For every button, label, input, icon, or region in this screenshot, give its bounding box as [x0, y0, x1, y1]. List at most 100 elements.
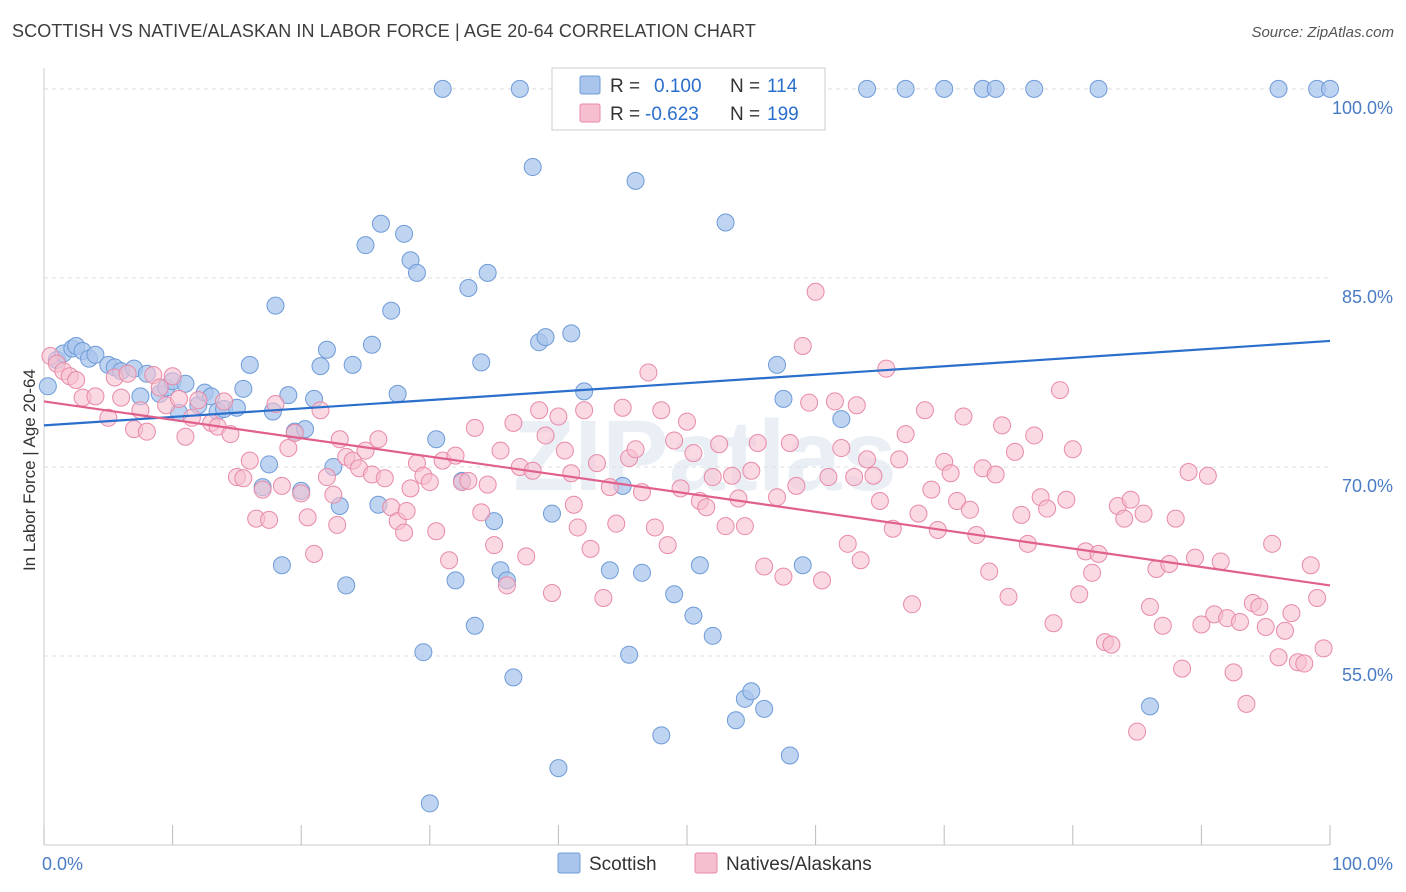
scottish-point: [485, 512, 504, 531]
scottish-point: [433, 79, 452, 98]
scottish-point: [665, 585, 684, 604]
scottish-point: [240, 355, 259, 374]
native-point: [1198, 466, 1217, 485]
native-point: [768, 488, 787, 507]
native-point: [864, 466, 883, 485]
native-point: [163, 367, 182, 386]
native-point: [613, 398, 632, 417]
native-point: [240, 451, 259, 470]
legend-n-value-2: 199: [767, 104, 799, 125]
native-point: [420, 473, 439, 492]
native-point: [504, 413, 523, 432]
native-point: [189, 391, 208, 410]
native-point: [870, 491, 889, 510]
native-point: [896, 425, 915, 444]
native-point: [890, 450, 909, 469]
native-point: [954, 407, 973, 426]
native-point: [607, 514, 626, 533]
native-point: [1140, 597, 1159, 616]
scottish-point: [472, 353, 491, 372]
scottish-point: [382, 301, 401, 320]
scottish-point: [446, 571, 465, 590]
bottom-legend-label-scottish: Scottish: [589, 854, 657, 875]
scottish-point: [234, 379, 253, 398]
native-point: [639, 363, 658, 382]
scottish-point: [632, 563, 651, 582]
native-point: [832, 439, 851, 458]
legend-bottom: Scottish Natives/Alaskans: [557, 852, 872, 875]
scottish-point: [266, 296, 285, 315]
native-point: [1166, 509, 1185, 528]
legend-r-label-1: R =: [610, 76, 640, 97]
native-point: [658, 536, 677, 555]
native-point: [549, 407, 568, 426]
native-point: [1275, 621, 1294, 640]
scottish-point: [755, 699, 774, 718]
native-point: [478, 475, 497, 494]
native-point: [723, 466, 742, 485]
native-point: [575, 401, 594, 420]
native-point: [1185, 548, 1204, 567]
native-point: [915, 401, 934, 420]
native-point: [234, 469, 253, 488]
native-point: [941, 464, 960, 483]
native-point: [587, 454, 606, 473]
native-point: [819, 468, 838, 487]
native-point: [397, 502, 416, 521]
native-point: [459, 471, 478, 490]
native-point: [86, 387, 105, 406]
native-point: [67, 371, 86, 389]
native-point: [729, 489, 748, 508]
scottish-point: [703, 626, 722, 645]
scottish-point: [362, 335, 381, 354]
native-point: [305, 544, 324, 563]
trend-lines: [43, 339, 1331, 587]
native-point: [1012, 505, 1031, 524]
native-point: [806, 282, 825, 301]
scottish-point: [768, 355, 787, 374]
native-point: [298, 508, 317, 527]
scottish-point: [620, 645, 639, 664]
native-point: [1237, 694, 1256, 713]
native-point: [922, 480, 941, 499]
native-point: [1102, 635, 1121, 654]
native-point: [292, 484, 311, 503]
native-point: [1063, 440, 1082, 459]
scottish-point: [726, 711, 745, 730]
native-point: [279, 439, 298, 458]
native-point: [1057, 490, 1076, 509]
scottish-point: [832, 410, 851, 429]
scottish-point: [793, 556, 812, 575]
native-point: [774, 567, 793, 586]
scottish-point: [504, 668, 523, 687]
native-point: [742, 461, 761, 480]
scottish-point: [395, 224, 414, 243]
scottish-point: [1025, 79, 1044, 98]
native-point: [1005, 442, 1024, 461]
native-point: [562, 464, 581, 483]
scottish-point: [652, 726, 671, 745]
legend-swatch-native: [579, 103, 601, 123]
native-point: [1025, 426, 1044, 445]
native-point: [440, 551, 459, 570]
native-point: [1269, 648, 1288, 667]
native-point: [1083, 563, 1102, 582]
y-tick-label: 70.0%: [1342, 476, 1393, 496]
legend-top: R = 0.100 N = 114 R = -0.623 N = 199: [551, 67, 826, 131]
native-point: [960, 500, 979, 519]
native-point: [542, 583, 561, 602]
legend-r-value-2: -0.623: [645, 104, 699, 125]
native-point: [1282, 604, 1301, 623]
native-point: [176, 427, 195, 446]
legend-r-value-1: 0.100: [654, 76, 702, 97]
native-point: [594, 589, 613, 608]
scottish-point: [510, 79, 529, 98]
scottish-point: [465, 616, 484, 635]
y-tick-labels: 55.0% 70.0% 85.0% 100.0%: [1332, 98, 1393, 685]
scottish-point: [774, 389, 793, 408]
native-point: [1224, 663, 1243, 682]
native-point: [813, 571, 832, 590]
native-point: [260, 510, 279, 529]
native-point: [215, 392, 234, 411]
native-point: [1211, 552, 1230, 571]
